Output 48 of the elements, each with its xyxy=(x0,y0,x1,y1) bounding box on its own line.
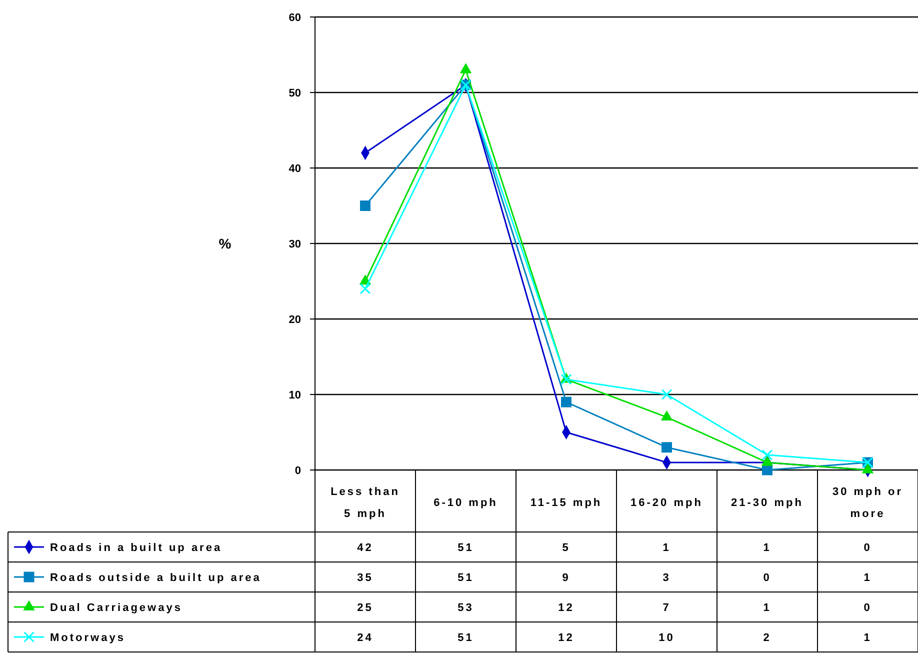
data-label: 51 xyxy=(458,542,474,554)
legend-label: Roads in a built up area xyxy=(50,542,222,554)
data-label: 51 xyxy=(458,632,474,644)
point xyxy=(561,396,572,408)
legend-label: Roads outside a built up area xyxy=(50,572,262,584)
y-tick-label: 60 xyxy=(288,12,301,24)
data-label: 1 xyxy=(662,542,671,554)
data-label: 0 xyxy=(864,602,872,614)
data-label: 1 xyxy=(864,632,872,644)
y-axis-title: % xyxy=(218,235,234,252)
data-label: 10 xyxy=(658,632,675,644)
point xyxy=(360,283,371,294)
x-tick-label: 6-10 mph xyxy=(434,496,498,509)
data-label: 1 xyxy=(763,542,772,554)
data-label: 9 xyxy=(562,572,570,584)
y-tick-label: 20 xyxy=(288,314,301,326)
point xyxy=(662,442,672,453)
x-tick-label: Less than 5 mph xyxy=(330,486,400,520)
data-label: 3 xyxy=(662,572,671,584)
x-tick-label: 16-20 mph xyxy=(630,496,703,509)
data-label: 0 xyxy=(763,572,772,584)
x-tick-label: 21-30 mph xyxy=(731,496,804,509)
data-label: 2 xyxy=(763,632,772,644)
data-label: 5 xyxy=(562,542,570,554)
data-label: 0 xyxy=(864,542,872,554)
data-label: 42 xyxy=(357,542,374,554)
y-tick-label: 50 xyxy=(288,87,301,100)
data-label: 1 xyxy=(763,602,772,614)
legend-label: Motorways xyxy=(50,632,126,644)
data-label: 24 xyxy=(357,632,374,644)
data-label: 35 xyxy=(357,572,374,584)
data-label: 51 xyxy=(458,572,474,584)
data-label: 12 xyxy=(558,602,574,614)
data-label: 25 xyxy=(357,602,374,614)
legend-label: Dual Carriageways xyxy=(50,602,182,614)
point xyxy=(762,449,773,460)
x-tick-label: 11-15 mph xyxy=(530,496,602,509)
point xyxy=(360,200,370,211)
x-tick-label: 30 mph or more xyxy=(832,486,904,520)
y-tick-label: 10 xyxy=(288,389,301,402)
data-label: 1 xyxy=(864,572,872,584)
point xyxy=(661,389,672,400)
data-label: 7 xyxy=(662,602,671,614)
y-tick-label: 40 xyxy=(288,162,301,175)
y-tick-label: 0 xyxy=(294,464,301,477)
data-label: 53 xyxy=(458,602,474,614)
y-tick-label: 30 xyxy=(288,238,301,250)
data-label: 12 xyxy=(558,632,574,644)
